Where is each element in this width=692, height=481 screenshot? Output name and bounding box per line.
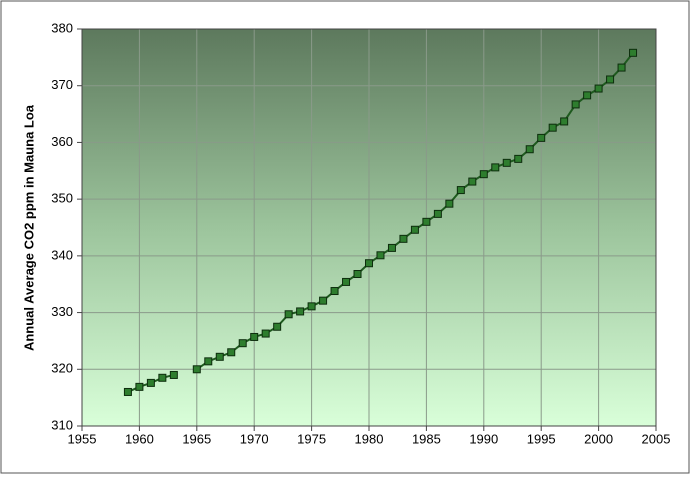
data-point — [617, 63, 626, 72]
data-point — [227, 348, 236, 357]
x-tick-label: 1970 — [240, 431, 269, 446]
data-point — [606, 75, 615, 84]
data-point — [169, 370, 178, 379]
data-point — [261, 329, 270, 338]
data-point — [376, 251, 385, 260]
data-point — [330, 287, 339, 296]
data-point — [250, 332, 259, 341]
x-tick-label: 1980 — [355, 431, 384, 446]
data-point — [135, 382, 144, 391]
data-point — [571, 100, 580, 109]
data-point — [456, 186, 465, 195]
data-point — [158, 373, 167, 382]
data-point — [433, 209, 442, 218]
y-tick-label: 360 — [51, 134, 73, 149]
data-point — [387, 243, 396, 252]
data-point — [215, 352, 224, 361]
y-tick-label: 320 — [51, 361, 73, 376]
data-point — [319, 296, 328, 305]
x-tick-label: 1960 — [125, 431, 154, 446]
plot-border — [81, 28, 657, 427]
y-tick-label: 310 — [51, 417, 73, 432]
data-point — [537, 133, 546, 142]
data-point — [365, 259, 373, 268]
data-point — [491, 163, 500, 172]
data-point — [146, 378, 155, 387]
data-point — [583, 91, 592, 100]
y-tick-label: 340 — [51, 247, 73, 262]
y-tick-label: 330 — [51, 304, 73, 319]
data-point — [238, 339, 247, 348]
data-point — [422, 217, 431, 226]
data-point — [399, 234, 408, 243]
x-tick-label: 1955 — [68, 431, 97, 446]
x-tick-label: 2000 — [584, 431, 613, 446]
x-tick-label: 2005 — [642, 431, 671, 446]
data-point — [342, 277, 351, 286]
x-tick-label: 1985 — [412, 431, 441, 446]
data-point — [445, 199, 454, 208]
x-tick-label: 1995 — [527, 431, 556, 446]
data-point — [353, 270, 362, 279]
x-tick-label: 1965 — [182, 431, 211, 446]
y-tick-label: 380 — [51, 20, 73, 35]
data-point — [594, 84, 603, 93]
data-point — [502, 158, 511, 167]
y-tick-label: 350 — [51, 191, 73, 206]
data-point — [284, 310, 293, 319]
data-point — [204, 357, 213, 366]
data-point — [273, 322, 282, 331]
data-point — [525, 145, 534, 154]
data-point — [296, 307, 305, 316]
data-point — [514, 154, 523, 163]
data-point — [629, 48, 638, 57]
data-point — [192, 365, 201, 374]
x-tick-label: 1975 — [297, 431, 326, 446]
data-point — [560, 117, 569, 126]
data-point — [307, 302, 316, 311]
x-tick-label: 1990 — [469, 431, 498, 446]
y-axis-label: Annual Average CO2 ppm in Mauna Loa — [21, 104, 36, 351]
data-point — [479, 170, 488, 179]
data-point — [123, 387, 132, 396]
y-tick-label: 370 — [51, 77, 73, 92]
data-point — [548, 123, 557, 132]
data-point — [468, 177, 477, 186]
data-point — [410, 225, 419, 234]
